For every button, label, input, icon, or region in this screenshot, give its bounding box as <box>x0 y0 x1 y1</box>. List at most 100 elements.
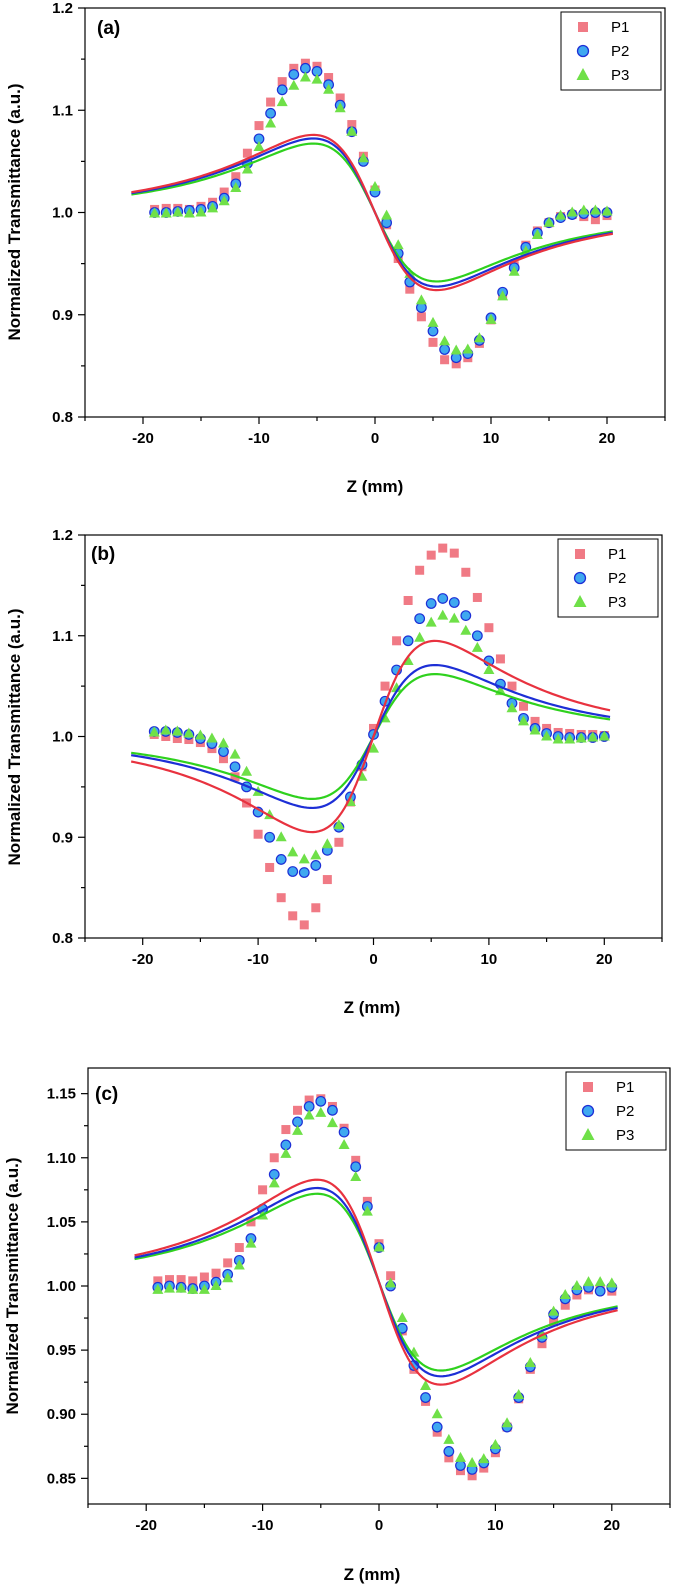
data-point-p3 <box>152 1283 164 1294</box>
data-point-p1 <box>218 754 228 764</box>
panel-label: (b) <box>91 544 115 565</box>
legend-label-p3: P3 <box>611 67 629 84</box>
data-point-p1 <box>405 284 415 294</box>
data-point-p3 <box>564 733 576 744</box>
data-point-p3 <box>529 724 541 735</box>
data-point-p3 <box>439 335 451 346</box>
data-point-p3 <box>310 849 322 860</box>
data-point-p3 <box>431 1408 443 1419</box>
data-point-p1 <box>351 1155 361 1165</box>
y-tick-label: 0.8 <box>52 409 73 426</box>
data-point-p3 <box>448 612 460 623</box>
data-point-p1 <box>451 359 461 369</box>
data-point-p1 <box>265 862 275 872</box>
legend: P1 P2 P3 <box>557 538 659 618</box>
data-point-p3 <box>175 1282 187 1293</box>
legend-marker-p3 <box>573 595 587 607</box>
data-point-p3 <box>245 1237 257 1248</box>
data-point-p3 <box>149 207 161 218</box>
data-point-p1 <box>164 1275 174 1285</box>
data-point-p3 <box>385 1277 397 1288</box>
data-point-p1 <box>234 1243 244 1253</box>
data-point-p3 <box>369 180 381 191</box>
x-tick-label: -10 <box>247 951 269 968</box>
data-point-p3 <box>478 1453 490 1464</box>
data-point-p3 <box>548 1305 560 1316</box>
x-tick-label: -20 <box>132 951 154 968</box>
data-point-p3 <box>606 1277 618 1288</box>
data-point-p3 <box>334 102 346 113</box>
data-point-p1 <box>440 355 450 365</box>
data-point-p3 <box>575 732 587 743</box>
data-point-p1 <box>269 1153 279 1163</box>
data-point-p2 <box>471 630 483 642</box>
x-tick-label: -10 <box>248 430 270 447</box>
y-tick-label: 0.90 <box>47 1406 76 1423</box>
data-point-p1 <box>495 654 505 664</box>
data-point-p1 <box>289 63 299 73</box>
data-point-p3 <box>396 1312 408 1323</box>
data-point-p1 <box>369 723 378 733</box>
legend-marker-p1 <box>575 549 585 559</box>
fit-curve-p1 <box>131 133 613 292</box>
panel-a: (a) Z (mm) Normalized Transmittance (a.u… <box>5 0 666 496</box>
x-axis-label: Z (mm) <box>344 1565 401 1584</box>
y-tick-label: 0.9 <box>52 307 73 324</box>
data-point-p3 <box>420 1380 432 1391</box>
data-point-p1 <box>334 837 344 847</box>
data-point-p1 <box>549 1317 559 1327</box>
data-point-p3 <box>460 624 472 635</box>
data-point-p3 <box>559 1288 571 1299</box>
data-point-p1 <box>311 903 321 913</box>
data-point-p1 <box>403 595 413 605</box>
data-point-p3 <box>513 1389 525 1399</box>
series-p3-points <box>148 609 610 864</box>
data-point-p3 <box>206 732 218 743</box>
data-point-p3 <box>229 748 241 759</box>
data-point-p1 <box>335 93 345 103</box>
data-point-p1 <box>416 312 426 322</box>
x-tick-label: 0 <box>369 951 377 968</box>
y-tick-label: 1.00 <box>47 1278 76 1295</box>
data-point-p3 <box>195 206 207 217</box>
data-point-p3 <box>230 181 242 192</box>
x-tick-label: 20 <box>596 951 613 968</box>
data-point-p3 <box>543 216 555 227</box>
panel-label: (c) <box>95 1084 118 1105</box>
y-tick-label: 0.9 <box>52 829 73 846</box>
data-point-p3 <box>368 742 379 753</box>
data-point-p3 <box>183 727 195 738</box>
series-p2-points <box>152 1095 618 1475</box>
data-point-p1 <box>188 1276 198 1286</box>
panel-label: (a) <box>97 18 120 39</box>
data-point-p1 <box>590 215 600 225</box>
data-point-p3 <box>338 1138 350 1149</box>
data-point-p1 <box>211 1268 221 1278</box>
legend-marker-p1 <box>583 1082 593 1092</box>
data-point-p1 <box>219 187 229 197</box>
x-tick-label: 10 <box>481 951 498 968</box>
series-p3-points <box>152 1106 618 1467</box>
data-point-p3 <box>241 765 253 776</box>
data-point-p3 <box>276 96 288 107</box>
data-point-p1 <box>266 97 276 107</box>
data-point-p3 <box>541 730 553 741</box>
data-point-p2 <box>275 854 287 865</box>
y-axis-label: Normalized Transmittance (a.u.) <box>5 609 24 866</box>
data-point-p1 <box>392 636 402 646</box>
data-point-p1 <box>426 550 436 560</box>
y-tick-label: 1.05 <box>47 1214 76 1231</box>
data-point-p1 <box>304 1095 314 1105</box>
legend-marker-p3 <box>576 68 590 80</box>
data-point-p2 <box>264 831 276 843</box>
data-point-p3 <box>578 204 590 215</box>
data-point-p1 <box>281 1125 291 1135</box>
y-tick-label: 1.10 <box>47 1150 76 1167</box>
data-point-p2 <box>229 761 241 773</box>
series-p1-points <box>150 58 612 369</box>
x-axis-label: Z (mm) <box>347 477 404 496</box>
data-point-p3 <box>292 1124 304 1135</box>
data-point-p3 <box>501 1417 513 1428</box>
x-tick-label: 0 <box>371 430 379 447</box>
data-point-p3 <box>425 616 437 627</box>
